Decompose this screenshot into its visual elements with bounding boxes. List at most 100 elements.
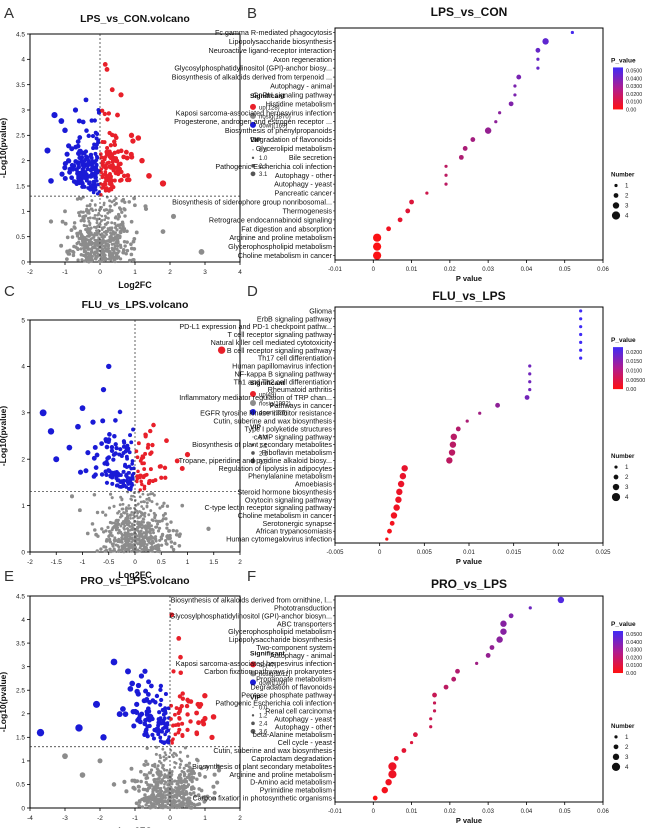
- x-tick-label: 4: [238, 269, 242, 276]
- point-nosig: [190, 805, 194, 809]
- category-label: Fat digestion and absorption: [241, 224, 332, 233]
- point-nosig: [79, 236, 83, 241]
- point-nosig: [185, 785, 189, 789]
- color-legend-label: 0.0100: [626, 368, 642, 374]
- point-nosig: [137, 804, 141, 808]
- point-nosig: [159, 535, 163, 539]
- point-nosig: [131, 538, 135, 542]
- category-label: Renal cell carcinoma: [265, 706, 332, 715]
- point-nosig: [144, 776, 148, 781]
- point-down: [90, 183, 95, 188]
- point-nosig: [182, 797, 186, 801]
- point-down: [93, 159, 98, 164]
- point-nosig: [142, 520, 145, 524]
- vip-legend-swatch: [251, 451, 255, 455]
- point-up: [178, 670, 184, 675]
- point-down: [83, 149, 89, 154]
- point-nosig: [135, 514, 139, 518]
- bubble: [444, 164, 448, 168]
- point-up: [105, 161, 110, 166]
- point-nosig: [102, 208, 106, 212]
- point-nosig: [181, 800, 185, 804]
- legend-entry-down: down(169): [259, 123, 287, 129]
- point-nosig: [122, 247, 126, 252]
- chart-title: PRO_vs_LPS.volcano: [80, 575, 189, 587]
- point-up: [140, 454, 145, 459]
- point-down: [107, 468, 112, 474]
- y-axis-label: -Log10(pvalue): [0, 118, 8, 179]
- category-label: ErbB signaling pathway: [257, 314, 333, 323]
- x-tick-label: -1.5: [51, 559, 63, 566]
- point-up: [145, 445, 150, 450]
- vip-legend-label: 2.4: [259, 722, 268, 728]
- point-up: [139, 473, 143, 478]
- x-tick-label: 0: [133, 559, 137, 566]
- point-nosig: [163, 783, 166, 786]
- point-down: [58, 118, 65, 124]
- point-nosig: [161, 504, 165, 508]
- point-nosig: [159, 771, 163, 775]
- vip-legend-swatch: [250, 728, 256, 734]
- point-nosig: [138, 510, 141, 513]
- point-nosig: [188, 799, 192, 803]
- point-nosig: [82, 246, 86, 250]
- point-nosig: [113, 235, 117, 240]
- legend-entry-nosig: nosig(1992): [259, 401, 291, 407]
- point-nosig: [164, 789, 168, 793]
- point-nosig: [157, 759, 161, 763]
- point-nosig: [91, 255, 94, 258]
- bubble: [396, 488, 403, 496]
- point-down: [94, 162, 99, 167]
- bubble: [579, 340, 583, 344]
- point-down: [130, 462, 134, 466]
- point-nosig: [123, 214, 127, 218]
- point-nosig: [171, 528, 176, 533]
- point-up: [110, 158, 116, 163]
- point-nosig: [90, 207, 94, 211]
- point-up: [195, 701, 201, 707]
- point-nosig: [84, 237, 89, 241]
- x-tick-label: 0.06: [597, 809, 609, 815]
- point-nosig: [197, 771, 202, 776]
- category-label: Kaposi sarcoma-associated herpesvirus in…: [176, 659, 332, 668]
- point-nosig: [154, 538, 158, 542]
- point-nosig: [118, 503, 122, 507]
- point-up: [170, 738, 174, 743]
- point-nosig: [155, 745, 159, 749]
- category-label: Biosynthesis of plant secondary metaboli…: [192, 762, 332, 771]
- point-up: [143, 432, 148, 437]
- vip-legend-label: 0.0: [259, 706, 268, 712]
- point-nosig: [188, 778, 192, 782]
- point-nosig: [120, 507, 124, 511]
- vip-legend-label: 0.0: [259, 435, 268, 441]
- point-nosig: [156, 777, 160, 781]
- point-nosig: [102, 249, 106, 253]
- point-nosig: [149, 534, 153, 538]
- point-nosig: [86, 251, 90, 255]
- point-nosig: [65, 235, 70, 240]
- point-nosig: [95, 510, 100, 515]
- bubble: [458, 154, 464, 160]
- point-down: [91, 455, 97, 461]
- point-nosig: [88, 216, 92, 220]
- point-nosig: [65, 257, 69, 261]
- point-nosig: [187, 775, 191, 779]
- point-nosig: [94, 532, 98, 537]
- size-legend-swatch: [611, 492, 621, 502]
- point-down: [124, 454, 129, 459]
- y-tick-label: 2.5: [16, 688, 25, 695]
- point-nosig: [169, 540, 174, 544]
- point-nosig: [190, 767, 194, 772]
- point-nosig: [130, 550, 133, 553]
- x-tick-label: -1: [62, 269, 68, 276]
- point-down: [66, 444, 73, 451]
- point-down: [112, 434, 117, 439]
- point-nosig: [137, 785, 141, 789]
- point-down: [93, 151, 98, 156]
- point-nosig: [146, 762, 150, 766]
- point-nosig: [116, 212, 121, 217]
- point-down: [73, 144, 79, 150]
- bubble: [429, 725, 433, 729]
- point-down: [39, 409, 47, 417]
- point-up: [177, 694, 182, 699]
